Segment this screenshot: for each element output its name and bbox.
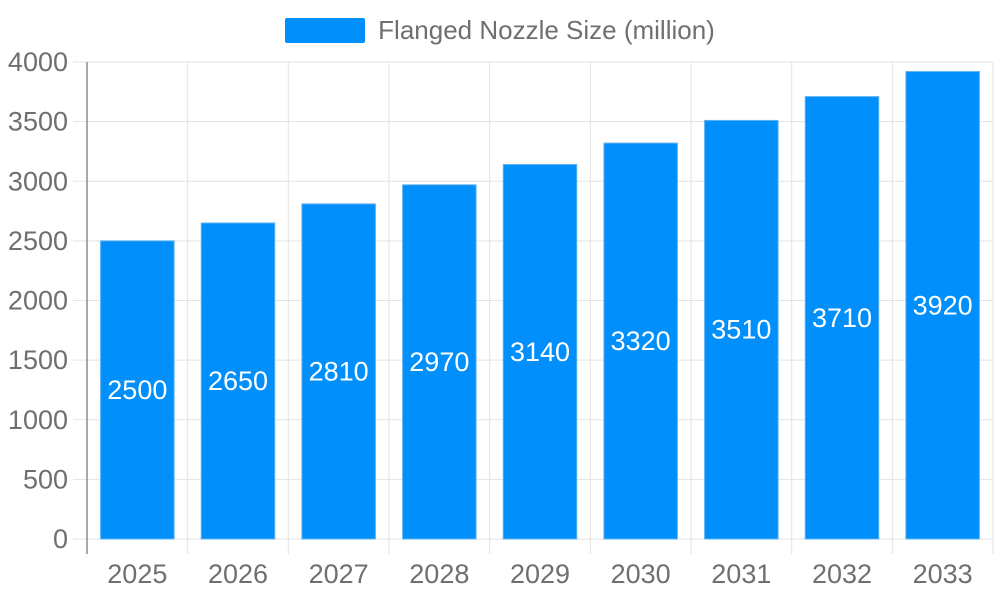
- bar[interactable]: [804, 96, 880, 540]
- legend-swatch: [285, 18, 366, 43]
- y-axis-label: 3000: [8, 166, 68, 196]
- legend-series-label: Flanged Nozzle Size (million): [378, 15, 715, 45]
- bar-value-label: 3140: [510, 337, 570, 367]
- bar-value-label: 3510: [711, 315, 771, 345]
- x-axis-label: 2031: [711, 559, 771, 589]
- bar[interactable]: [502, 164, 578, 540]
- bar[interactable]: [200, 222, 276, 540]
- x-axis-label: 2028: [409, 559, 469, 589]
- bar-value-label: 2500: [107, 375, 167, 405]
- x-axis-label: 2033: [913, 559, 973, 589]
- bar-value-label: 3710: [812, 303, 872, 333]
- bar[interactable]: [905, 71, 980, 540]
- x-axis-label: 2030: [611, 559, 671, 589]
- y-axis-label: 2000: [8, 286, 68, 316]
- x-axis-label: 2029: [510, 559, 570, 589]
- y-axis-label: 1000: [8, 405, 68, 435]
- y-axis-label: 3500: [8, 107, 68, 137]
- bar-value-label: 3320: [611, 326, 671, 356]
- bar-value-label: 2650: [208, 366, 268, 396]
- legend-item[interactable]: Flanged Nozzle Size (million): [285, 15, 715, 45]
- bar[interactable]: [402, 184, 477, 540]
- legend: Flanged Nozzle Size (million): [0, 15, 1000, 45]
- bar[interactable]: [704, 119, 779, 540]
- bar[interactable]: [100, 240, 175, 540]
- x-axis-label: 2026: [208, 559, 268, 589]
- bar-value-label: 2970: [409, 347, 469, 377]
- bar[interactable]: [603, 142, 678, 540]
- x-axis-label: 2032: [812, 559, 872, 589]
- bar-value-label: 2810: [309, 356, 369, 386]
- x-axis-label: 2025: [107, 559, 167, 589]
- y-axis-label: 0: [53, 524, 68, 554]
- y-axis-label: 2500: [8, 226, 68, 256]
- y-axis-label: 4000: [8, 47, 68, 77]
- x-axis-label: 2027: [309, 559, 369, 589]
- y-axis-label: 500: [23, 464, 68, 494]
- bar[interactable]: [301, 203, 376, 540]
- bar-value-label: 3920: [913, 290, 973, 320]
- y-axis-label: 1500: [8, 345, 68, 375]
